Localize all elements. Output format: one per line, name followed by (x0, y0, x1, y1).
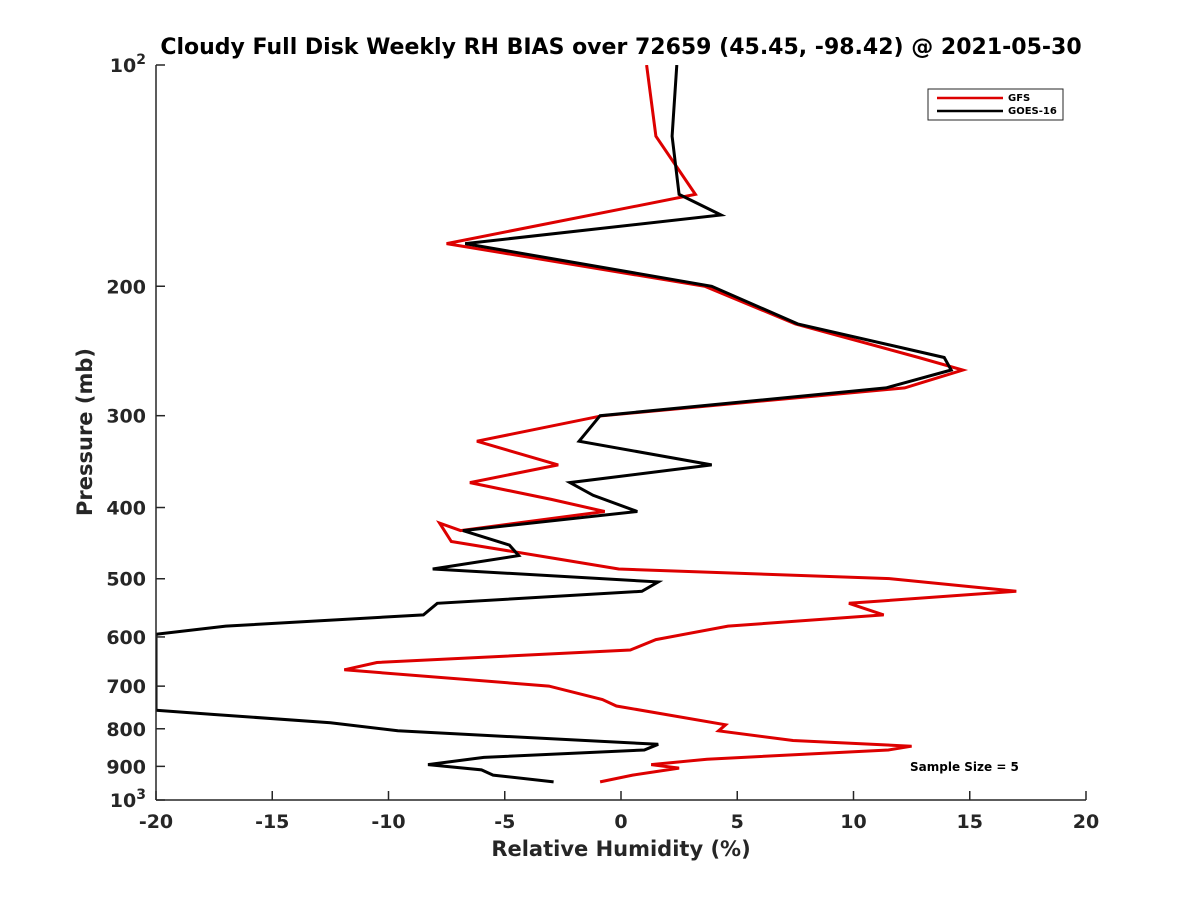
y-tick-label: 700 (106, 676, 146, 698)
y-tick-label: 103 (110, 787, 146, 812)
chart-title: Cloudy Full Disk Weekly RH BIAS over 726… (160, 35, 1081, 60)
y-tick-label: 102 (110, 52, 146, 77)
x-tick-label: 15 (957, 811, 983, 833)
sample-size-annotation: Sample Size = 5 (910, 760, 1019, 774)
y-tick-label: 300 (106, 406, 146, 428)
x-tick-label: 0 (614, 811, 627, 833)
series-line-gfs (343, 65, 1017, 784)
legend-label-gfs: GFS (1008, 93, 1030, 104)
x-tick-label: -20 (139, 811, 173, 833)
series-line-goes16 (156, 65, 954, 784)
series-layer (156, 65, 1017, 784)
y-tick-label: 600 (106, 627, 146, 649)
x-tick-label: 10 (840, 811, 866, 833)
legend: GFS GOES-16 (927, 88, 1064, 121)
legend-box (927, 88, 1064, 121)
y-tick-label: 900 (106, 756, 146, 778)
y-tick-label: 200 (106, 276, 146, 298)
x-axis-label: Relative Humidity (%) (491, 837, 750, 861)
x-tick-label: -15 (255, 811, 289, 833)
x-tick-label: 20 (1073, 811, 1099, 833)
x-tick-label: -10 (371, 811, 405, 833)
axes-layer: -20 -15 -10 -5 0 5 10 15 20 102 200 300 400 500 600 700… (106, 52, 1099, 833)
y-tick-label: 500 (106, 569, 146, 591)
y-axis-label: Pressure (mb) (73, 348, 97, 516)
x-tick-label: -5 (494, 811, 515, 833)
y-tick-label: 400 (106, 498, 146, 520)
x-tick-label: 5 (731, 811, 744, 833)
legend-label-goes16: GOES-16 (1008, 106, 1057, 117)
y-tick-label: 800 (106, 719, 146, 741)
